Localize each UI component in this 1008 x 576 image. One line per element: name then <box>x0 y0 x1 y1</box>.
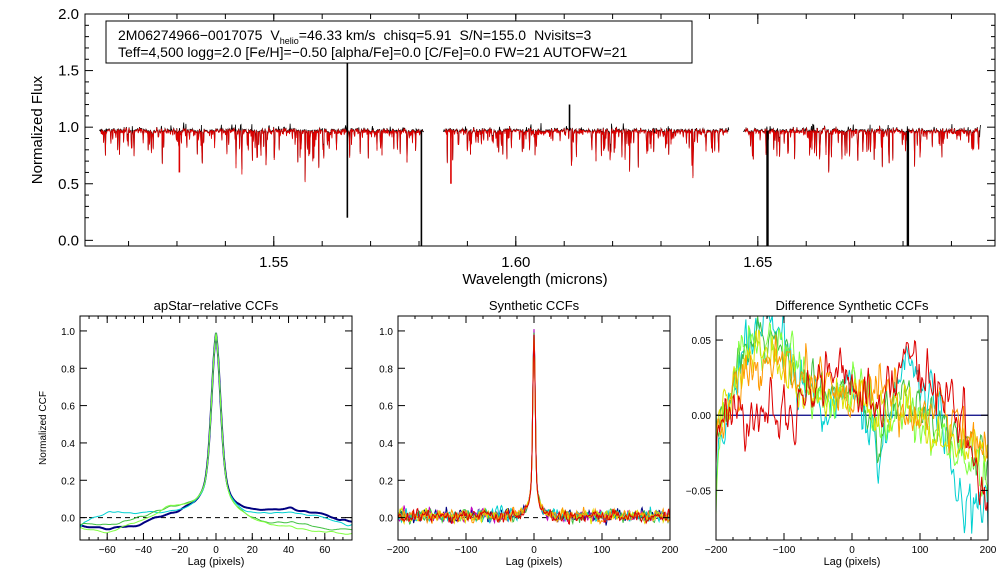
ccf1-series-0 <box>80 332 352 531</box>
spectrum-x-tick-label: 1.60 <box>501 254 530 271</box>
ccf1-x-tick-label: −40 <box>135 545 152 556</box>
ccf2-y-tick-label: 0.4 <box>379 439 393 450</box>
spectrum-data <box>99 57 981 246</box>
ccf1-y-tick-label: 0.6 <box>61 402 75 413</box>
spectrum-fit-chip-1 <box>100 127 423 183</box>
ccf1-series-3 <box>80 332 352 535</box>
ccf3-x-tick-label: 200 <box>980 545 997 556</box>
ccf3-y-tick-label: 0.05 <box>692 336 712 347</box>
ccf1-x-tick-label: 0 <box>213 545 219 556</box>
ccf1-frame <box>79 315 353 541</box>
snr-value: S/N=155.0 <box>460 27 527 43</box>
spectrum-frame <box>84 13 996 247</box>
ccf3-series-5 <box>716 339 988 514</box>
stellar-params: Teff=4,500 logg=2.0 [Fe/H]=−0.50 [alpha/… <box>118 44 627 60</box>
ccf1-x-tick-label: 40 <box>283 545 295 556</box>
ccf1-y-tick-label: 0.4 <box>61 439 75 450</box>
ccf2-x-tick-label: −100 <box>455 545 478 556</box>
ccf1-x-tick-label: −20 <box>171 545 188 556</box>
ccf3-x-label: Lag (pixels) <box>824 556 881 568</box>
ccf3-lines <box>716 316 988 534</box>
ccf3-x-tick-label: −100 <box>773 545 796 556</box>
ccf3-x-tick-label: −200 <box>705 545 728 556</box>
spectrum-x-label: Wavelength (microns) <box>462 271 607 288</box>
info-box-frame <box>105 20 693 64</box>
apstar-ccf-panel: 0.0 0.2 0.4 0.6 0.8 1.0 −60 −40 −20 0 20 40 60 apStar… <box>38 298 353 568</box>
ccf1-y-tick-label: 1.0 <box>61 327 75 338</box>
spectrum-y-tick-label: 0.5 <box>58 176 79 193</box>
ccf2-series-6 <box>398 334 670 525</box>
ccf2-series-1 <box>398 329 670 525</box>
spectrum-panel: 0.0 0.5 1.0 1.5 2.0 1.55 1.60 1.65 Wavelength (… <box>29 6 996 288</box>
ccf2-series-3 <box>398 332 670 526</box>
synthetic-ccf-panel: 0.0 0.2 0.4 0.6 0.8 1.0 −200 −100 0 100 200 Synthet… <box>379 298 679 568</box>
spectrum-y-tick-label: 0.0 <box>58 232 79 249</box>
spectrum-y-tick-label: 1.5 <box>58 63 79 80</box>
spectrum-fit-chip-3 <box>744 126 980 173</box>
info-line-1: 2M06274966−0017075 Vhelio=46.33 km/s chisq… <box>118 27 592 46</box>
star-id: 2M06274966−0017075 <box>118 27 263 43</box>
spectrum-features <box>178 57 910 246</box>
spectrum-x-tick-label: 1.65 <box>743 254 772 271</box>
ccf2-y-tick-label: 1.0 <box>379 327 393 338</box>
ccf1-y-tick-label: 0.0 <box>61 514 75 525</box>
difference-ccf-panel: −0.05 0.00 0.05 −200 −100 0 100 200 Difference S… <box>686 298 997 568</box>
ccf2-series-0 <box>398 329 670 526</box>
vhelio-value: =46.33 km/s <box>299 27 376 43</box>
spectrum-ticks: 0.0 0.5 1.0 1.5 2.0 1.55 1.60 1.65 <box>58 6 995 271</box>
ccf3-y-tick-label: −0.05 <box>686 486 712 497</box>
ccf2-y-tick-label: 0.6 <box>379 402 393 413</box>
ccf1-x-label: Lag (pixels) <box>188 556 245 568</box>
spectrum-x-tick-label: 1.55 <box>259 254 288 271</box>
ccf1-y-tick-label: 0.2 <box>61 476 75 487</box>
spectrum-series <box>99 122 981 183</box>
ccf2-x-tick-label: 200 <box>662 545 679 556</box>
ccf1-series-2 <box>80 332 352 531</box>
ccf2-x-tick-label: 100 <box>594 545 611 556</box>
ccf3-x-tick-label: 0 <box>849 545 855 556</box>
spectrum-fit-chip-2 <box>444 126 728 179</box>
ccf3-y-tick-label: 0.00 <box>692 411 712 422</box>
spectrum-y-tick-label: 1.0 <box>58 119 79 136</box>
spectrum-y-tick-label: 2.0 <box>58 6 79 23</box>
ccf3-title: Difference Synthetic CCFs <box>776 298 929 313</box>
nvisits-value: Nvisits=3 <box>534 27 591 43</box>
vhelio-label: V <box>270 27 280 43</box>
ccf3-series-3 <box>716 329 988 467</box>
ccf1-series-1 <box>80 332 352 529</box>
ccf1-x-tick-label: 60 <box>319 545 331 556</box>
ccf2-y-tick-label: 0.0 <box>379 514 393 525</box>
ccf1-y-tick-label: 0.8 <box>61 364 75 375</box>
ccf2-series-2 <box>398 332 670 525</box>
ccf2-x-label: Lag (pixels) <box>506 556 563 568</box>
ccf3-x-tick-label: 100 <box>912 545 929 556</box>
ccf1-lines <box>80 332 352 535</box>
ccf2-y-tick-label: 0.2 <box>379 476 393 487</box>
chisq-value: chisq=5.91 <box>383 27 451 43</box>
ccf1-x-tick-label: 20 <box>247 545 259 556</box>
ccf2-series-4 <box>398 334 670 526</box>
ccf2-x-tick-label: −200 <box>387 545 410 556</box>
vhelio-subscript: helio <box>280 36 299 46</box>
ccf2-x-tick-label: 0 <box>531 545 537 556</box>
ccf2-title: Synthetic CCFs <box>489 298 580 313</box>
ccf1-y-label: Normalized CCF <box>38 391 49 465</box>
ccf2-y-tick-label: 0.8 <box>379 364 393 375</box>
ccf2-lines <box>398 329 670 526</box>
spectrum-info-box: 2M06274966−0017075 Vhelio=46.33 km/s chisq… <box>105 20 693 64</box>
spectrum-y-label: Normalized Flux <box>29 75 46 184</box>
ccf2-series-5 <box>398 334 670 525</box>
ccf1-x-tick-label: −60 <box>99 545 116 556</box>
ccf1-title: apStar−relative CCFs <box>154 298 279 313</box>
